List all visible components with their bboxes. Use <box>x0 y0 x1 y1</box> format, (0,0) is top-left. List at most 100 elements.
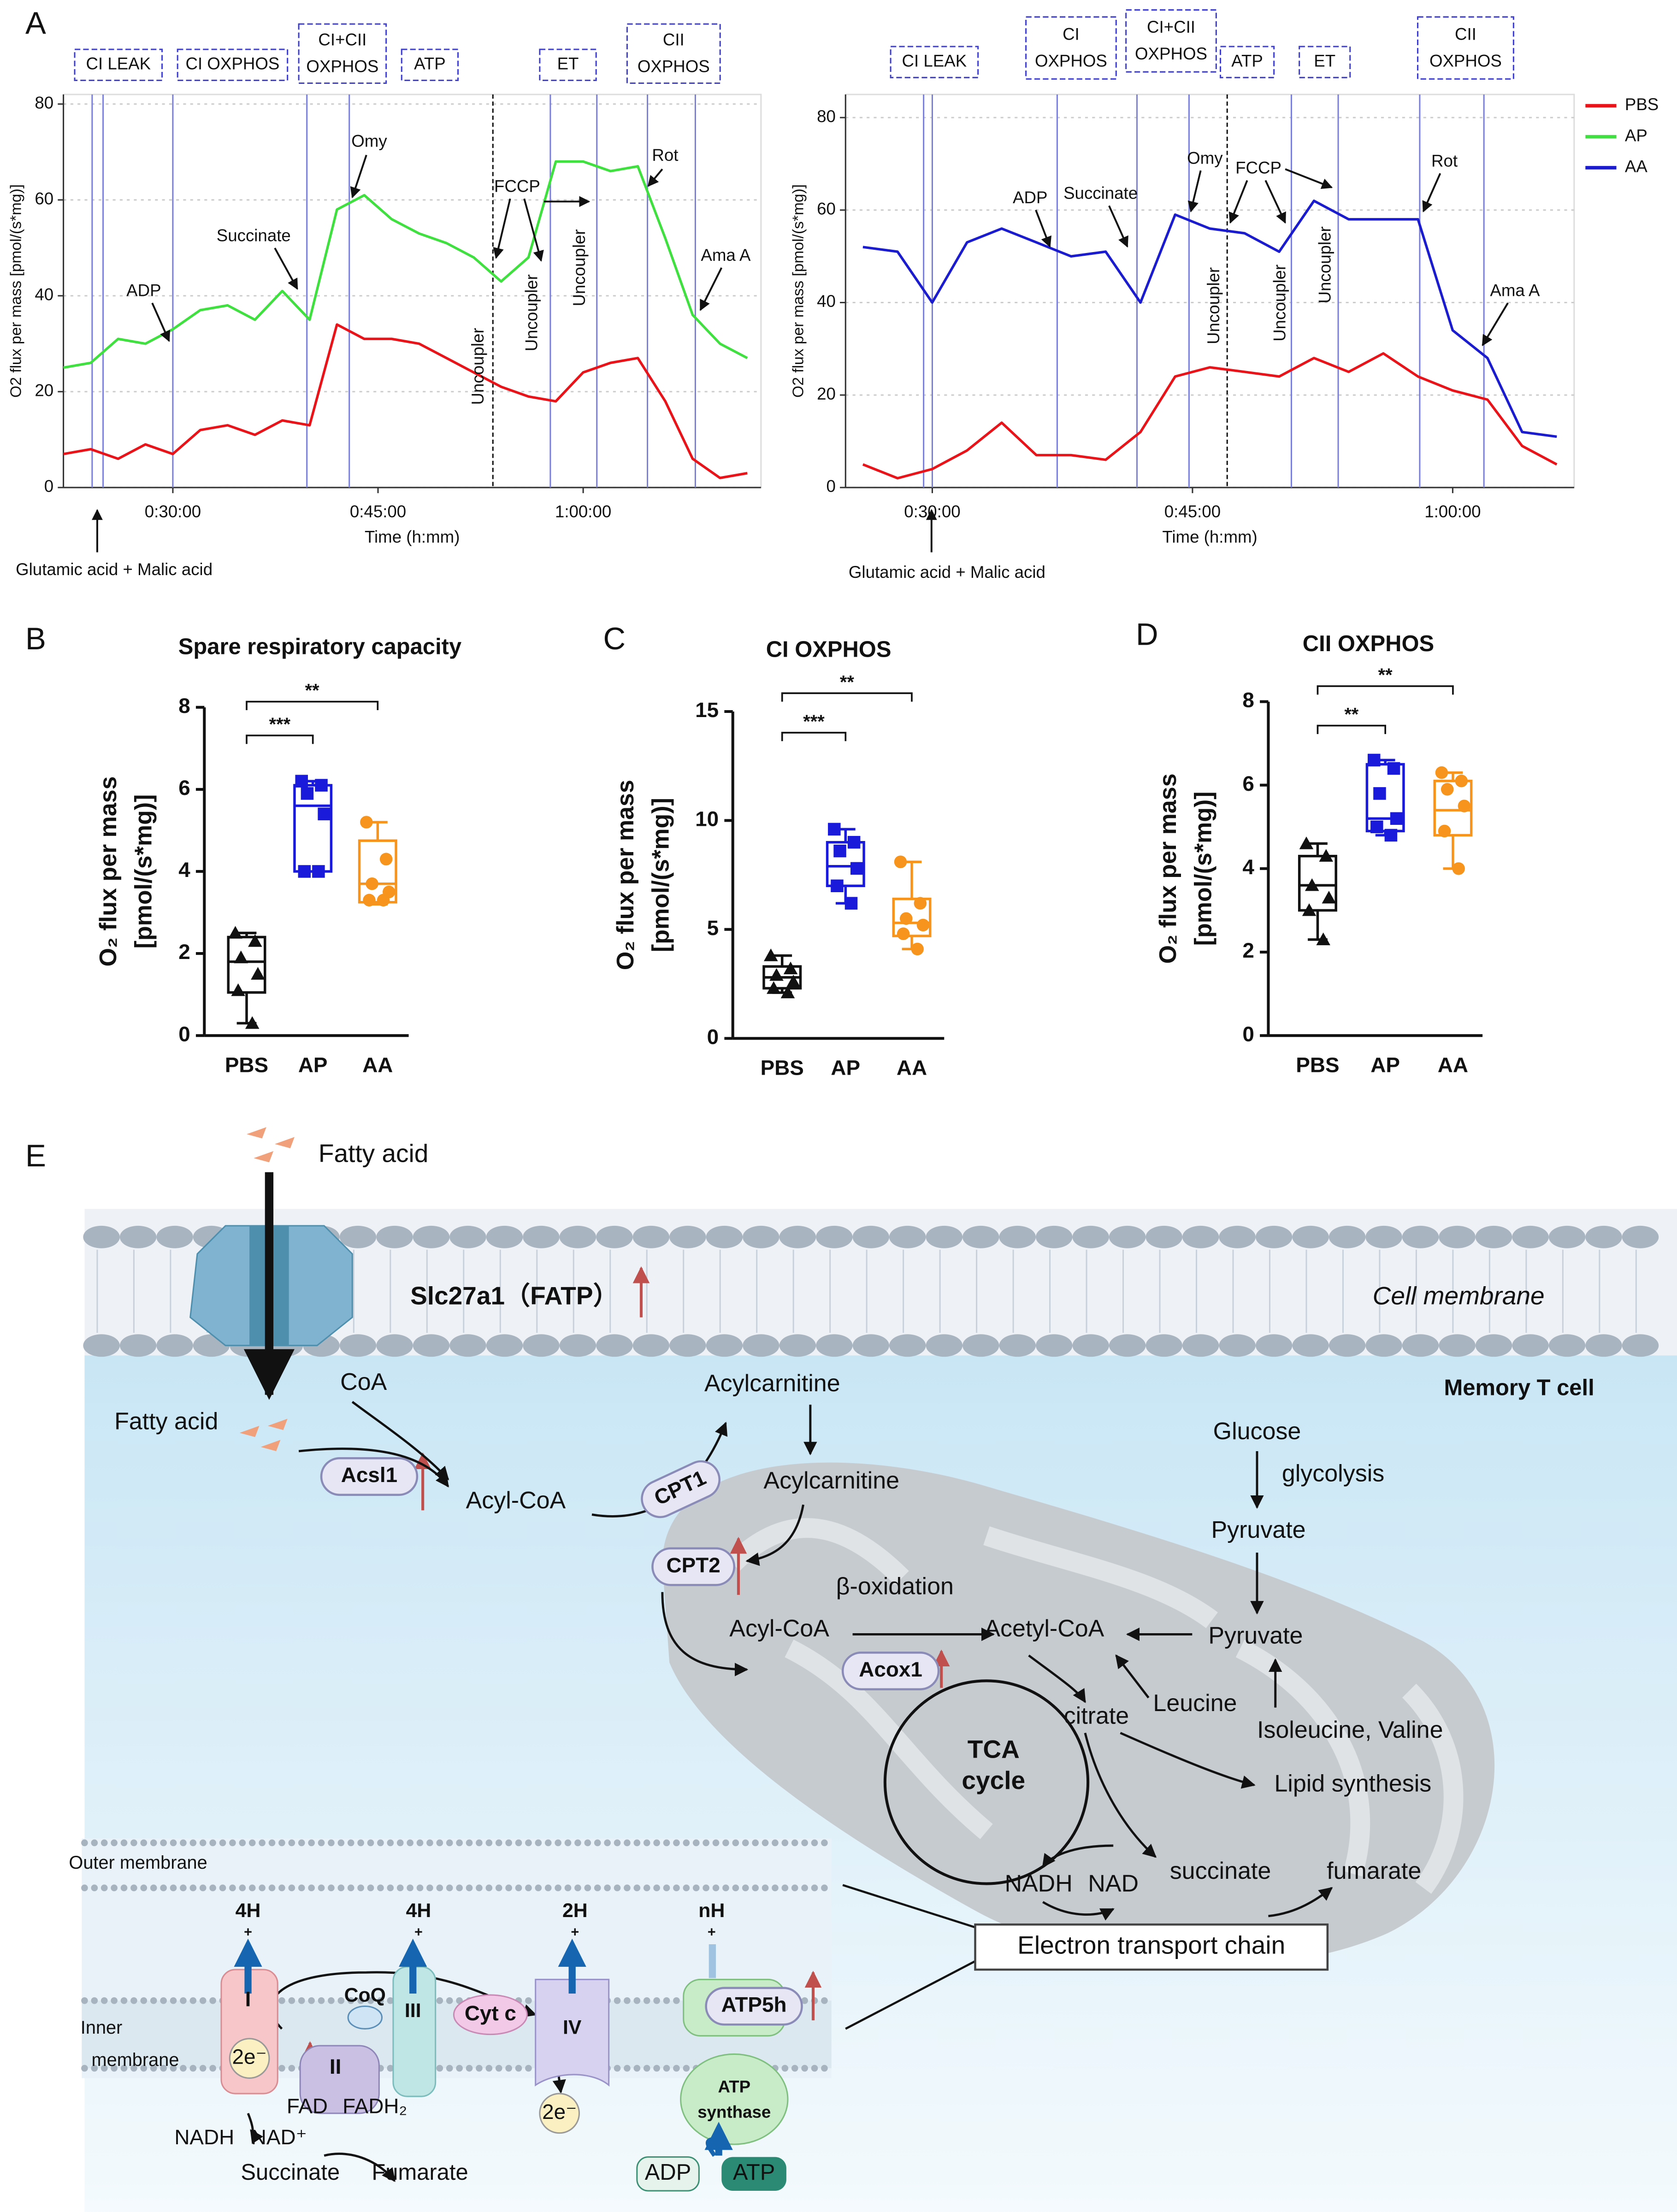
significance-label: *** <box>269 714 291 735</box>
point <box>916 918 930 932</box>
annotation: Uncoupler <box>468 328 487 405</box>
y-tick-label: 40 <box>35 285 53 304</box>
diagram-label: ATP <box>718 2077 750 2096</box>
membrane-dot <box>722 1839 729 1847</box>
annotation: Succinate <box>1063 184 1138 203</box>
y-axis-label: O2 flux per mass [pmol/(s*mg)] <box>790 184 807 398</box>
lipid-head <box>1255 1225 1293 1248</box>
membrane-dot <box>574 1884 581 1892</box>
membrane-dot <box>821 1997 828 2004</box>
lipid-head <box>523 1225 560 1248</box>
lipid-head <box>486 1334 523 1357</box>
diagram-label: TCA <box>968 1735 1020 1764</box>
membrane-dot <box>515 2065 522 2072</box>
membrane-dot <box>160 1839 167 1847</box>
membrane-dot <box>614 2065 621 2072</box>
membrane-dot <box>801 1884 808 1892</box>
lipid-head <box>449 1225 486 1248</box>
y-axis-label: [pmol/(s*mg)] <box>1190 791 1217 946</box>
membrane-dot <box>673 1997 680 2004</box>
fatty-acid-icons <box>239 1127 295 1451</box>
membrane-dot <box>100 2065 108 2072</box>
point <box>318 807 331 821</box>
point <box>315 779 328 792</box>
point <box>1435 766 1448 779</box>
membrane-dot <box>170 1884 177 1892</box>
diagram-label: CoA <box>340 1369 387 1395</box>
membrane-dot <box>120 1884 128 1892</box>
diagram-label: Pyruvate <box>1208 1622 1303 1649</box>
membrane-dot <box>337 1997 345 2004</box>
lipid-head <box>1329 1334 1366 1357</box>
lipid-head <box>1622 1334 1659 1357</box>
membrane-dot <box>111 1997 118 2004</box>
etc-box <box>974 1923 1329 1971</box>
annotation: ADP <box>126 281 161 300</box>
annotation-arrow <box>1187 170 1202 213</box>
diagram-label: synthase <box>697 2103 771 2122</box>
membrane-dot <box>801 1997 808 2004</box>
membrane-dot <box>456 2065 463 2072</box>
diagram-label: NADH <box>1004 1870 1072 1897</box>
membrane-dot <box>328 1997 335 2004</box>
lipid-head <box>999 1225 1036 1248</box>
membrane-dot <box>209 1997 216 2004</box>
membrane-dot <box>130 1997 137 2004</box>
membrane-dot <box>150 2065 157 2072</box>
membrane-dot <box>446 2065 453 2072</box>
protocol-box <box>298 23 387 84</box>
membrane-dot <box>150 1997 157 2004</box>
membrane-dot <box>466 1839 473 1847</box>
significance-bracket <box>781 692 913 702</box>
significance-bracket <box>781 732 847 741</box>
diagram-label: Slc27a1（FATP） <box>410 1281 619 1310</box>
membrane-dot <box>446 1884 453 1892</box>
point <box>298 865 311 878</box>
y-tick-label: 4 <box>1242 855 1254 879</box>
lipid-head <box>1219 1225 1256 1248</box>
membrane-dot <box>624 1997 631 2004</box>
protocol-label: OXPHOS <box>1135 44 1207 63</box>
membrane-dot <box>229 1884 236 1892</box>
membrane-dot <box>337 1839 345 1847</box>
protocol-box <box>1299 46 1351 78</box>
membrane-dot <box>821 1839 828 1847</box>
membrane-dot <box>525 2065 532 2072</box>
protocol-label: CII <box>663 30 685 49</box>
point <box>363 894 376 907</box>
membrane-dot <box>772 1884 779 1892</box>
membrane-dot <box>555 1839 561 1847</box>
membrane-dot <box>801 1839 808 1847</box>
chart-title: CII OXPHOS <box>1303 631 1434 656</box>
membrane-dot <box>624 1884 631 1892</box>
y-tick-label: 8 <box>178 694 190 718</box>
membrane-dot <box>683 1884 690 1892</box>
membrane-dot <box>564 1884 572 1892</box>
x-tick-label: PBS <box>761 1056 804 1080</box>
x-tick-label: 1:00:00 <box>1424 502 1481 521</box>
point <box>1455 774 1468 788</box>
coq <box>347 2005 383 2030</box>
complex-ii <box>299 2045 380 2114</box>
point <box>1299 836 1314 849</box>
diagram-label: FADH₂ <box>342 2094 407 2118</box>
membrane-dot <box>703 1839 709 1847</box>
membrane-dot <box>387 1884 394 1892</box>
annotation-arrow <box>1228 180 1248 224</box>
y-tick-label: 6 <box>1242 771 1254 795</box>
membrane-dot <box>703 1884 709 1892</box>
protocol-label: OXPHOS <box>1429 51 1502 70</box>
lipid-head <box>1219 1334 1256 1357</box>
membrane-dot <box>199 1884 207 1892</box>
significance-bracket <box>246 700 379 710</box>
lipid-head <box>1146 1334 1182 1357</box>
membrane-dot <box>407 1839 413 1847</box>
membrane-dot <box>288 1997 295 2004</box>
diagram-label: Acetyl-CoA <box>984 1615 1104 1642</box>
membrane-dot <box>544 1839 552 1847</box>
lipid-head <box>926 1334 963 1357</box>
point <box>1441 783 1454 796</box>
y-tick-label: 80 <box>817 107 836 126</box>
x-tick-label: PBS <box>1296 1053 1339 1077</box>
membrane-dot <box>485 2065 493 2072</box>
